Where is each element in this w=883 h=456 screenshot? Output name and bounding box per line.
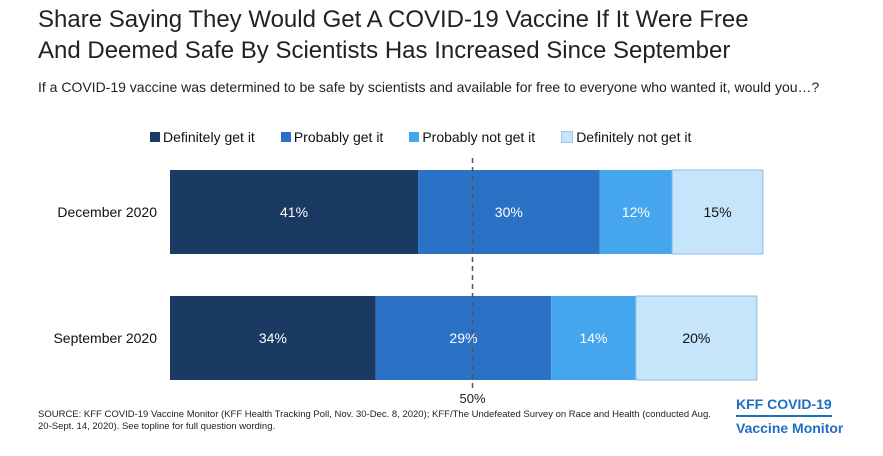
bar-segment (551, 296, 636, 380)
brand-line-2: Vaccine Monitor (736, 420, 844, 436)
bar-segment (635, 295, 758, 381)
brand-line-1: KFF COVID-19 (736, 394, 832, 417)
legend-label: Definitely get it (163, 129, 255, 145)
legend-item-definitely-not-get-it: Definitely not get it (561, 129, 691, 145)
title-line-1: Share Saying They Would Get A COVID-19 V… (38, 6, 749, 33)
legend-item-probably-get-it: Probably get it (280, 129, 384, 145)
bar-segment (671, 169, 764, 255)
bar-segment (170, 170, 419, 254)
data-label: 30% (495, 204, 523, 220)
data-label: 14% (579, 330, 607, 346)
source-note: SOURCE: KFF COVID-19 Vaccine Monitor (KF… (38, 409, 711, 432)
data-label: 41% (280, 204, 308, 220)
legend-item-probably-not-get-it: Probably not get it (409, 129, 535, 145)
bar-segment (375, 296, 552, 380)
bar-segment (418, 170, 600, 254)
chart-title: Share Saying They Would Get A COVID-19 V… (38, 4, 878, 66)
bar-segment (170, 296, 376, 380)
category-label: September 2020 (53, 330, 157, 346)
data-label: 15% (704, 204, 732, 220)
category-label: December 2020 (57, 204, 157, 220)
legend-swatch (409, 132, 420, 142)
legend-swatch (280, 132, 291, 142)
brand-logo: KFF COVID-19 Vaccine Monitor (736, 394, 866, 438)
data-label: 34% (259, 330, 287, 346)
data-label: 20% (682, 330, 710, 346)
title-line-2: And Deemed Safe By Scientists Has Increa… (38, 37, 731, 64)
legend-swatch (561, 131, 574, 143)
chart-subtitle: If a COVID-19 vaccine was determined to … (38, 79, 820, 95)
legend: Definitely get it Probably get it Probably… (150, 129, 717, 145)
legend-label: Definitely not get it (576, 129, 692, 145)
data-label: 29% (449, 330, 477, 346)
legend-label: Probably get it (293, 129, 384, 145)
legend-label: Probably not get it (422, 129, 536, 145)
reference-line-label: 50% (459, 391, 485, 406)
legend-item-definitely-get-it: Definitely get it (150, 129, 255, 145)
bar-segment (599, 170, 673, 254)
legend-swatch (150, 132, 160, 142)
data-label: 12% (622, 204, 650, 220)
